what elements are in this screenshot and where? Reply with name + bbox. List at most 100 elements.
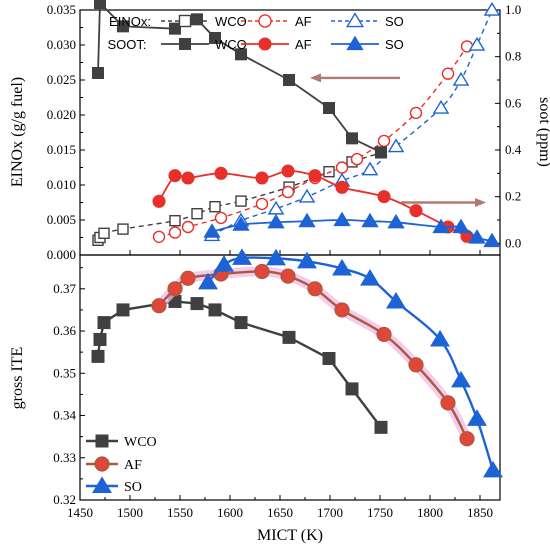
legend-item-af: AF <box>241 37 312 52</box>
legend-label: SO <box>124 480 142 495</box>
arrow-left <box>310 73 400 83</box>
data-point <box>483 232 501 248</box>
bottom-legend-item-so: SO <box>86 476 142 495</box>
bottom-legend-item-wco: WCO <box>86 434 157 450</box>
data-point <box>386 291 406 309</box>
top-arrows <box>310 73 486 207</box>
top-y2-axis-title: soot (ppm) <box>536 97 550 167</box>
bottom-y-tick-label: 0.37 <box>53 281 76 296</box>
legend-label: WCO <box>215 37 247 52</box>
data-point <box>181 220 195 234</box>
data-point <box>361 212 379 228</box>
data-point <box>432 218 450 234</box>
data-point <box>459 431 475 447</box>
data-point <box>281 185 295 199</box>
data-point <box>377 190 391 204</box>
data-point <box>255 197 269 211</box>
data-point <box>169 22 181 35</box>
data-point <box>334 302 350 318</box>
bottom-y-tick-label: 0.32 <box>53 492 76 507</box>
top-y-tick-label: 0.005 <box>47 212 76 227</box>
data-point <box>214 255 234 272</box>
data-point <box>235 195 247 207</box>
x-tick-label: 1750 <box>367 505 393 520</box>
x-tick-label: 1850 <box>467 505 493 520</box>
legend-marker <box>258 14 272 28</box>
data-point <box>116 303 130 317</box>
data-point <box>208 303 222 317</box>
series-ite-wco <box>91 294 388 434</box>
data-point <box>451 370 471 388</box>
data-point <box>430 329 450 347</box>
data-point <box>151 298 167 314</box>
data-point <box>323 102 335 114</box>
legend-marker <box>94 456 110 472</box>
data-point <box>432 99 450 114</box>
data-point <box>117 20 129 33</box>
data-point <box>281 164 295 178</box>
x-tick-label: 1550 <box>167 505 193 520</box>
legend-label: SO <box>385 37 404 52</box>
data-point <box>234 316 248 330</box>
top-y-tick-label: 0.010 <box>47 177 76 192</box>
bottom-legend-item-af: AF <box>86 456 142 473</box>
data-point <box>468 229 486 244</box>
legend-item-wco: WCO <box>161 37 247 52</box>
bottom-y-tick-label: 0.34 <box>53 408 76 423</box>
data-point <box>283 74 295 86</box>
legend-marker <box>179 38 191 50</box>
series-einox-so <box>203 1 501 242</box>
top-y2-tick-label: 0.0 <box>505 235 521 250</box>
data-point <box>441 67 455 80</box>
bottom-panel: 0.32 0.33 0.34 0.35 0.36 0.37 1450 1500 1550 1600… <box>9 248 503 544</box>
series-soot-wco <box>92 0 387 159</box>
data-point <box>298 212 316 228</box>
data-point <box>266 248 286 266</box>
data-point <box>169 214 181 227</box>
data-point <box>152 194 166 208</box>
data-point <box>92 67 104 79</box>
top-series <box>92 0 501 248</box>
x-tick-label: 1700 <box>317 505 343 520</box>
data-point <box>346 132 358 145</box>
data-point <box>94 0 106 9</box>
bottom-y-tick-label: 0.35 <box>53 365 76 380</box>
x-tick-label: 1450 <box>67 505 93 520</box>
data-point <box>467 409 487 426</box>
x-tick-label: 1500 <box>117 505 143 520</box>
series-ite-af <box>151 263 475 447</box>
data-point <box>209 200 221 213</box>
top-panel: 0.000 0.005 0.010 0.015 0.020 0.025 0.030 0.035… <box>9 0 550 262</box>
data-point <box>232 248 252 265</box>
top-y-axis-title: EINOx (g/g fuel) <box>9 77 26 187</box>
data-point <box>298 188 316 203</box>
data-point <box>377 134 391 148</box>
data-point <box>483 460 503 478</box>
data-point <box>267 213 285 229</box>
data-point <box>167 281 183 297</box>
legend-marker <box>92 476 112 493</box>
legend-group-label: EINOx: <box>109 14 151 29</box>
data-point <box>440 395 456 411</box>
legend-label: SO <box>385 14 404 29</box>
top-y2-tick-label: 0.8 <box>505 49 521 64</box>
data-point <box>168 169 182 183</box>
data-point <box>374 420 388 434</box>
top-legend: EINOx: WCO AF SO SOOT: WCO AF SO <box>107 12 404 52</box>
data-point <box>335 161 349 174</box>
arrow-right <box>401 198 486 207</box>
series-ite-so <box>198 248 503 478</box>
data-point <box>335 180 349 194</box>
data-point <box>483 1 501 16</box>
top-y2-tick-label: 0.2 <box>505 189 521 204</box>
data-point <box>387 138 405 153</box>
data-point <box>376 326 392 343</box>
top-y-tick-label: 0.015 <box>47 142 76 157</box>
data-point <box>307 281 323 297</box>
data-point <box>232 216 250 231</box>
data-point <box>198 272 218 290</box>
data-point <box>181 171 195 185</box>
data-point <box>168 226 182 239</box>
top-y2-tick-label: 1.0 <box>505 2 521 17</box>
